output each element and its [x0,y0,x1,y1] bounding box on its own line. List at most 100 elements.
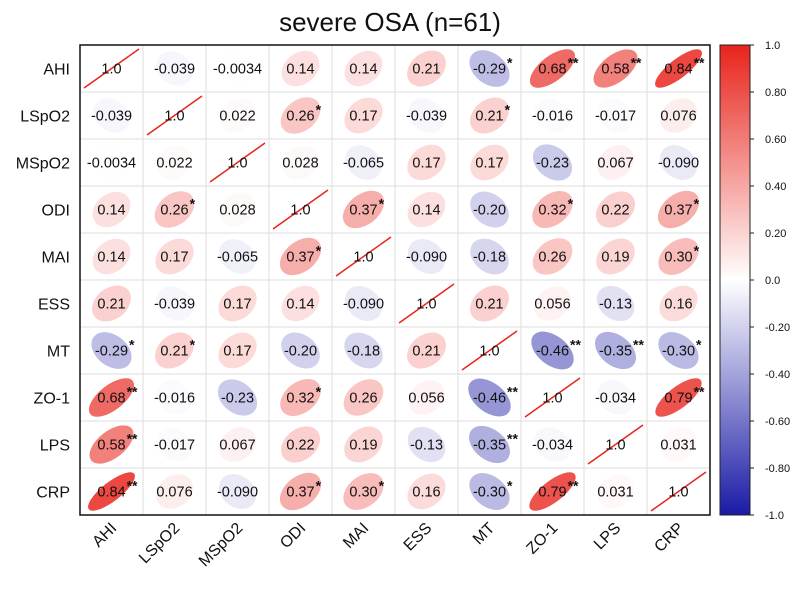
diagonal-line [650,471,707,512]
cell-value-label: 0.68 [97,391,125,407]
correlation-ellipse [219,98,256,133]
correlation-ellipse [534,427,571,462]
correlation-ellipse [91,332,132,369]
cell-value-label: 0.22 [286,438,314,454]
correlation-ellipse [658,332,699,369]
cell-value-label: 1.0 [416,297,436,313]
correlation-ellipse [659,285,698,322]
cell-value-label: -0.039 [154,62,195,78]
correlation-ellipse [93,145,130,180]
correlation-ellipse [219,51,256,86]
correlation-ellipse [281,50,320,87]
cell-value-label: -0.46 [536,344,569,360]
diagonal-layer [83,48,707,512]
cell-value-label: -0.017 [595,109,636,125]
row-labels: AHI LSpO2 MSpO2 ODI MAI ESS MT ZO-1 LPS CRP [16,62,70,502]
value-label-layer: 1.0 -0.039 -0.0034 0.14 0.14 0.21 -0.29 * 0.68 **… [87,55,705,501]
correlation-ellipse [469,473,510,510]
correlation-ellipse [534,98,571,133]
cell-value-label: -0.30 [662,344,695,360]
cell-value-label: -0.20 [473,203,506,219]
correlation-ellipse [407,473,446,510]
diagonal-line [146,95,203,136]
row-label: ODI [42,203,70,220]
correlation-ellipse [280,426,321,463]
significance-star: * [316,384,322,400]
matrix-frame [79,44,711,516]
cell-value-label: 0.26 [538,250,566,266]
cell-value-label: 1.0 [605,438,625,454]
correlation-ellipse [660,427,697,462]
cell-value-label: -0.29 [473,62,506,78]
cell-value-label: 0.056 [408,391,444,407]
significance-star: * [507,478,513,494]
column-label: AHI [89,520,120,551]
significance-star: * [568,196,574,212]
cell-value-label: -0.30 [473,485,506,501]
significance-star: ** [694,55,705,71]
significance-star: ** [568,55,579,71]
correlation-ellipse [156,380,193,415]
colorbar-tick-label: 0.0 [765,275,780,287]
correlation-ellipse [407,332,446,369]
correlation-ellipse [156,474,193,509]
significance-star: * [316,102,322,118]
correlation-ellipse [597,145,634,180]
row-label: CRP [36,485,70,502]
significance-star: * [379,478,385,494]
correlation-ellipse [156,427,193,462]
cell-value-label: 0.17 [349,109,377,125]
cell-value-label: 0.22 [601,203,629,219]
cell-value-label: 0.26 [349,391,377,407]
cell-value-label: 0.067 [597,156,633,172]
correlation-ellipse [281,285,320,322]
correlation-ellipse [470,285,509,322]
significance-star: * [129,337,135,353]
correlation-ellipse [93,98,130,133]
cell-value-label: 0.37 [664,203,692,219]
correlation-ellipse [531,331,574,370]
colorbar-tick-label: 1.0 [765,40,780,52]
correlation-ellipse [219,427,256,462]
significance-star: ** [694,384,705,400]
matrix-grid [80,45,710,515]
cell-value-label: -0.18 [473,250,506,266]
correlation-ellipse [470,144,509,181]
cell-value-label: -0.35 [599,344,632,360]
cell-value-label: 1.0 [227,156,247,172]
significance-star: ** [631,55,642,71]
correlation-ellipse [92,191,131,228]
correlation-ellipse [343,379,384,416]
cell-value-label: 1.0 [290,203,310,219]
cell-value-label: 0.056 [534,297,570,313]
cell-value-label: -0.017 [154,438,195,454]
cell-value-label: -0.35 [473,438,506,454]
significance-star: * [694,196,700,212]
cell-value-label: 0.30 [349,485,377,501]
correlation-ellipse [659,145,698,180]
cell-value-label: 0.21 [160,344,188,360]
correlation-ellipse [156,51,193,86]
cell-value-label: 0.21 [475,109,503,125]
correlation-ellipse [344,332,383,369]
correlation-ellipse [217,379,258,416]
correlation-ellipse [344,50,383,87]
diagonal-line [398,283,455,324]
significance-star: ** [507,431,518,447]
cell-value-label: -0.13 [599,297,632,313]
diagonal-line [461,330,518,371]
row-label: MAI [42,250,70,267]
cell-value-label: -0.13 [410,438,443,454]
colorbar-tick-label: 0.80 [765,87,786,99]
correlation-ellipse [407,239,446,274]
cell-value-label: 0.028 [219,203,255,219]
colorbar-tick-label: 0.40 [765,181,786,193]
diagonal-line [209,142,266,183]
significance-star: ** [507,384,518,400]
cell-value-label: 0.17 [223,297,251,313]
colorbar-tick-label: 0.20 [765,228,786,240]
significance-star: * [505,102,511,118]
significance-star: * [696,337,702,353]
cell-value-label: 0.031 [660,438,696,454]
diagonal-line [587,424,644,465]
